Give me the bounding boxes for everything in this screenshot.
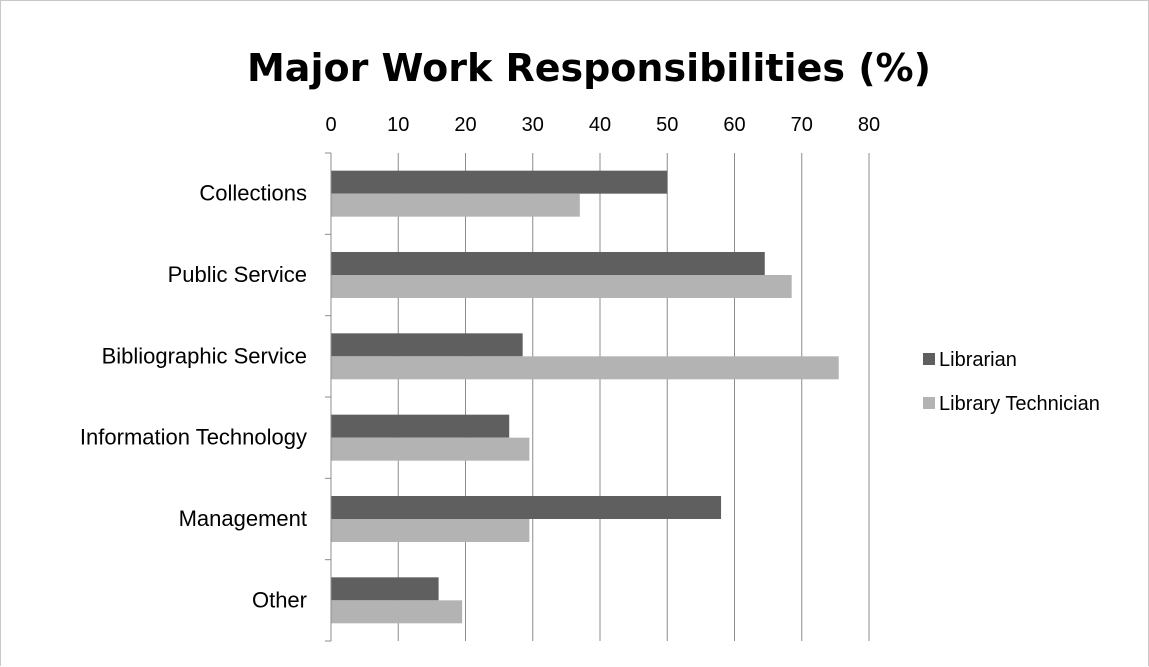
x-tick-label: 10 — [387, 114, 409, 136]
category-label: Public Service — [168, 262, 307, 287]
bars — [330, 153, 839, 641]
category-label: Other — [252, 587, 307, 612]
legend-label: Library Technician — [939, 393, 1100, 415]
legend: Librarian Library Technician — [923, 349, 1100, 415]
category-label: Management — [179, 506, 307, 531]
bar-library-technician — [331, 275, 792, 298]
bar-library-technician — [331, 356, 839, 380]
legend-swatch — [923, 353, 935, 365]
bar-librarian — [331, 252, 765, 275]
x-tick-label: 70 — [791, 114, 813, 136]
chart-title: Major Work Responsibilities (%) — [247, 46, 931, 90]
x-tick-label: 20 — [454, 114, 476, 136]
bar-librarian — [331, 577, 439, 601]
x-axis-ticks: 0 10 20 30 40 50 60 70 80 — [325, 114, 880, 136]
category-label: Bibliographic Service — [102, 343, 307, 368]
x-tick-label: 0 — [325, 114, 336, 136]
bar-librarian — [331, 170, 668, 194]
x-tick-label: 80 — [858, 114, 880, 136]
gridlines — [325, 152, 870, 642]
bar-library-technician — [331, 600, 463, 624]
x-tick-label: 50 — [656, 114, 678, 136]
x-tick-label: 60 — [723, 114, 745, 136]
bar-librarian — [331, 496, 722, 519]
legend-swatch — [923, 397, 935, 409]
category-labels: Collections Public Service Bibliographic S… — [80, 181, 307, 613]
x-tick-label: 40 — [589, 114, 611, 136]
category-label: Collections — [199, 181, 307, 206]
bar-library-technician — [331, 519, 530, 542]
x-tick-label: 30 — [522, 114, 544, 136]
legend-label: Librarian — [939, 349, 1017, 371]
bar-librarian — [331, 333, 523, 357]
category-label: Information Technology — [80, 425, 307, 450]
bar-library-technician — [331, 437, 530, 461]
bar-library-technician — [331, 193, 580, 217]
bar-librarian — [331, 414, 510, 438]
